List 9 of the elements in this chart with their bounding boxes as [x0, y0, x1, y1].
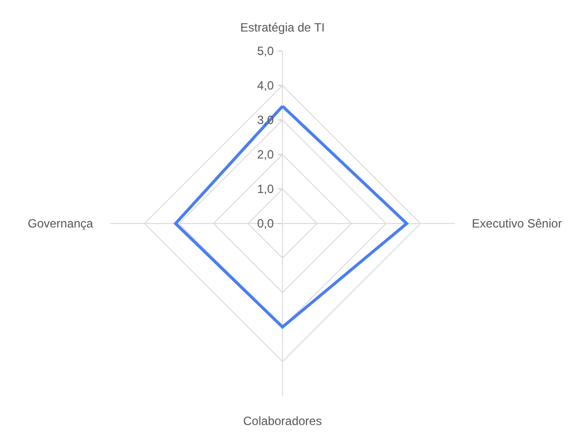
spoke-label: Governança — [28, 216, 94, 231]
y-tick-label: 1,0 — [257, 182, 274, 196]
y-tick-label: 0,0 — [257, 216, 274, 230]
spoke-label: Estratégia de TI — [240, 20, 325, 35]
y-tick-label: 5,0 — [257, 44, 274, 58]
y-tick-label: 2,0 — [257, 147, 274, 162]
spoke-label: Executivo Sênior — [472, 216, 562, 231]
spoke-label: Colaboradores — [243, 414, 322, 428]
y-tick-label: 4,0 — [257, 78, 274, 92]
